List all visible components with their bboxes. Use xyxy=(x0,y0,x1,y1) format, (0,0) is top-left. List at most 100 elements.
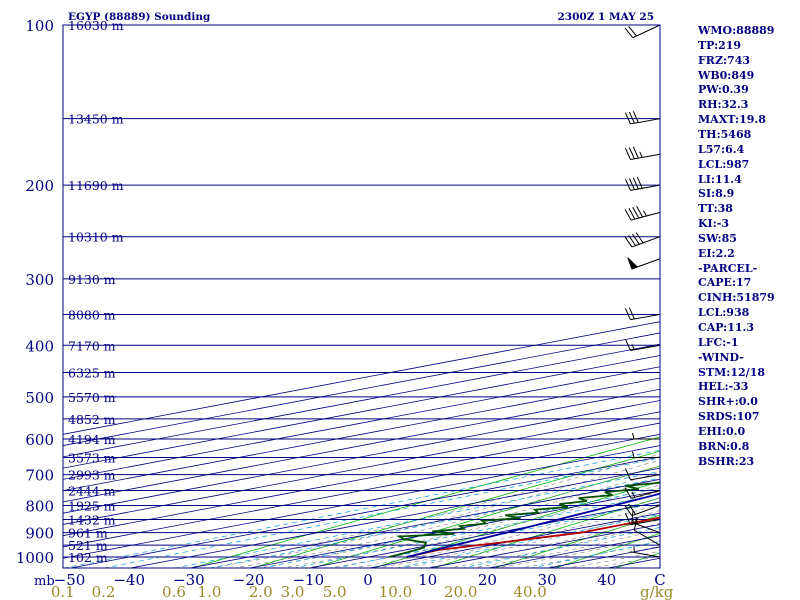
x-unit-label: C xyxy=(654,571,665,589)
temperature-profile xyxy=(406,516,660,558)
height-labels: 16030 m 13450 m 11690 m 10310 m 9130 m 8080 m… xyxy=(68,18,124,565)
isobars xyxy=(63,24,660,558)
height-label: 961 m xyxy=(68,526,108,541)
barb-staff xyxy=(630,490,661,499)
wind-barb xyxy=(627,257,661,270)
dry-adiabat xyxy=(493,514,660,568)
barb-feather xyxy=(628,208,636,220)
barb-staff xyxy=(630,118,661,125)
moist-adiabat xyxy=(446,522,660,568)
index-label: CAP:11.3 xyxy=(698,321,755,334)
barb-feather xyxy=(624,468,631,481)
dewpoint-profile xyxy=(388,481,660,558)
index-label: EHI:0.0 xyxy=(698,424,746,438)
valid-time: 2300Z 1 MAY 25 xyxy=(557,11,654,23)
temperature-tick-label: −50 xyxy=(54,571,86,589)
index-label: STM:12/18 xyxy=(698,365,765,379)
plot-background xyxy=(63,25,660,568)
pressure-tick-label: 900 xyxy=(25,525,54,543)
barb-feather xyxy=(628,307,635,320)
height-label: 1925 m xyxy=(68,498,116,513)
isotherm xyxy=(63,433,660,548)
dry-adiabat xyxy=(433,497,660,568)
pressure-tick-label: 300 xyxy=(25,271,54,289)
isotherm xyxy=(63,411,660,525)
barb-staff xyxy=(630,344,661,351)
wind-barb xyxy=(624,176,661,191)
barb-feather xyxy=(624,27,634,38)
height-label: 13450 m xyxy=(68,112,124,127)
index-label: CINH:51879 xyxy=(698,291,775,305)
barb-feather xyxy=(636,205,644,218)
moist-adiabat xyxy=(470,528,660,568)
height-label: 4194 m xyxy=(68,432,116,447)
mixing-ratio-label: 3.0 xyxy=(281,583,305,600)
mixing-ratio-line xyxy=(63,449,660,568)
index-label: LCL:987 xyxy=(698,157,750,171)
temperature-tick-label: 20 xyxy=(478,571,497,589)
wind-barb xyxy=(624,468,661,481)
index-label: EI:2.2 xyxy=(698,246,735,260)
mixing-ratio-label: 0.2 xyxy=(92,583,116,600)
barb-half-feather xyxy=(639,151,643,158)
pressure-tick-label: 700 xyxy=(25,467,54,485)
barb-staff xyxy=(630,211,661,221)
mixing-ratio-line xyxy=(209,477,660,568)
barb-staff xyxy=(631,236,661,248)
mixing-ratio-tick-labels: 0.1 0.2 0.6 1.0 2.0 3.0 5.0 10.0 20.0 40.0 xyxy=(51,583,547,600)
wind-barb xyxy=(630,432,660,440)
index-label: L57:6.4 xyxy=(698,142,745,156)
index-label: SI:8.9 xyxy=(698,187,735,201)
wind-barb xyxy=(630,546,661,558)
barb-staff xyxy=(630,551,661,558)
mixing-ratio-label: 5.0 xyxy=(323,583,347,600)
barb-staff xyxy=(630,184,661,191)
pressure-tick-label: 600 xyxy=(25,431,54,449)
barb-feather xyxy=(624,487,632,499)
wind-barb xyxy=(624,111,661,125)
index-label: BSHR:23 xyxy=(698,454,755,468)
mixing-ratio-label: 10.0 xyxy=(379,583,412,600)
barb-staff xyxy=(631,521,661,534)
wind-barbs xyxy=(624,24,661,558)
barb-feather xyxy=(635,232,644,244)
barb-feather xyxy=(632,177,639,190)
mixing-ratio-line xyxy=(103,457,660,568)
mixing-ratio-label: 1.0 xyxy=(198,583,222,600)
index-label: TT:38 xyxy=(698,202,733,216)
height-label: 3573 m xyxy=(68,450,116,465)
barb-pennant xyxy=(627,257,639,270)
barb-feather xyxy=(633,518,638,531)
isotherm xyxy=(63,422,660,537)
index-label: TH:5468 xyxy=(698,127,752,141)
wind-barb xyxy=(624,232,661,248)
height-label: 10310 m xyxy=(68,230,124,245)
height-label: 9130 m xyxy=(68,272,116,287)
wind-barb xyxy=(633,518,661,546)
barb-feather xyxy=(631,233,640,245)
mixing-ratio-label: 0.1 xyxy=(51,583,75,600)
y-unit-label: mb xyxy=(34,574,55,589)
temperature-tick-label: 30 xyxy=(538,571,557,589)
wind-barb xyxy=(630,451,660,458)
dry-adiabat xyxy=(372,481,660,568)
mixing-ratio-label: 40.0 xyxy=(513,583,546,600)
height-label: 8080 m xyxy=(68,307,116,322)
index-label: MAXT:19.8 xyxy=(698,113,766,127)
mixing-ratio-line xyxy=(292,493,660,568)
barb-feather xyxy=(632,146,639,159)
index-label: LFC:-1 xyxy=(698,335,739,349)
temperature-tick-label: 0 xyxy=(363,571,373,589)
temperature-tick-label: −30 xyxy=(173,571,205,589)
barb-staff xyxy=(633,529,661,546)
index-label: -WIND- xyxy=(698,350,744,364)
barb-feather xyxy=(628,26,637,37)
barb-staff xyxy=(630,474,661,481)
barb-feather xyxy=(624,178,631,191)
index-label: LCL:938 xyxy=(698,306,750,320)
index-label: SW:85 xyxy=(698,231,737,245)
index-label: LI:11.4 xyxy=(698,172,742,186)
wind-barb xyxy=(624,503,661,517)
temperature-tick-label: 10 xyxy=(418,571,437,589)
